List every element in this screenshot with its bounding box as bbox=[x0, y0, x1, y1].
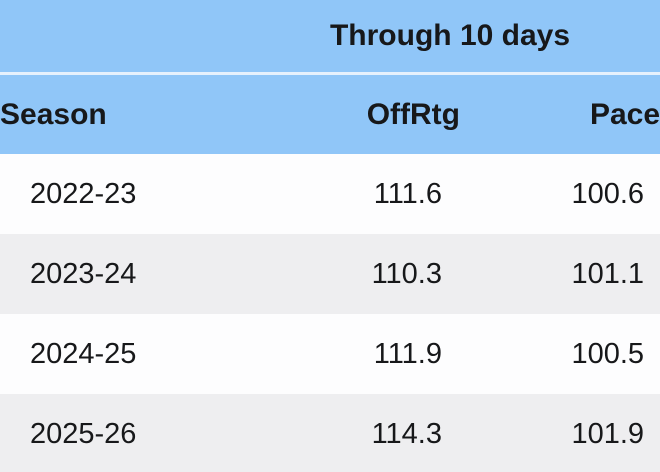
cell-pace: 101.9 bbox=[571, 417, 645, 450]
cell-pace: 101.1 bbox=[571, 257, 645, 290]
cell-offrtg: 110.3 bbox=[371, 257, 442, 290]
group-header-row: Through 10 days bbox=[0, 0, 660, 75]
cell-season: 2022-23 bbox=[30, 177, 137, 210]
cell-season: 2025-26 bbox=[30, 417, 137, 450]
cell-offrtg: 111.6 bbox=[373, 177, 442, 210]
column-header-offrtg: OffRtg bbox=[240, 73, 460, 154]
group-header-through-10-days: Through 10 days bbox=[240, 0, 660, 75]
table-header: Through 10 days Season OffRtg Pace bbox=[0, 0, 660, 154]
table-row: 2023-24 110.3 101.1 bbox=[0, 234, 660, 314]
column-header-season: Season bbox=[0, 73, 240, 154]
column-header-pace: Pace bbox=[460, 73, 660, 154]
table-row: 2024-25 111.9 100.5 bbox=[0, 314, 660, 394]
table-row: 2025-26 114.3 101.9 bbox=[0, 394, 660, 472]
table-body: 2022-23 111.6 100.6 2023-24 110.3 101.1 … bbox=[0, 154, 660, 472]
cell-season: 2024-25 bbox=[30, 337, 137, 370]
cell-pace: 100.6 bbox=[571, 177, 645, 210]
cell-season: 2023-24 bbox=[30, 257, 137, 290]
column-header-row: Season OffRtg Pace bbox=[0, 73, 660, 154]
cell-offrtg: 114.3 bbox=[371, 417, 442, 450]
table-row: 2022-23 111.6 100.6 bbox=[0, 154, 660, 234]
cell-pace: 100.5 bbox=[571, 337, 645, 370]
group-header-spacer bbox=[0, 0, 240, 75]
cell-offrtg: 111.9 bbox=[373, 337, 442, 370]
